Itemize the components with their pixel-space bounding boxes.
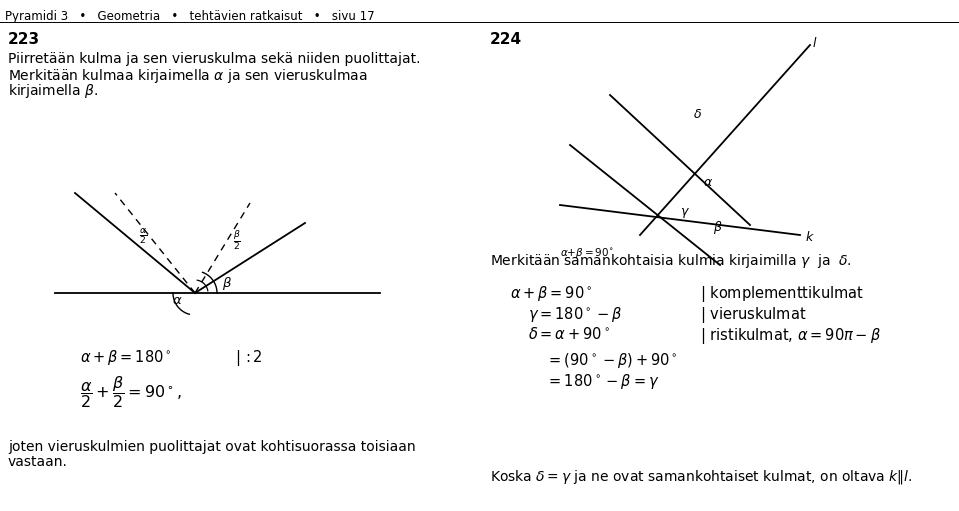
- Text: Piirretään kulma ja sen vieruskulma sekä niiden puolittajat.: Piirretään kulma ja sen vieruskulma sekä…: [8, 52, 420, 66]
- Text: $\delta = \alpha + 90^\circ$: $\delta = \alpha + 90^\circ$: [528, 326, 610, 342]
- Text: $\alpha$: $\alpha$: [172, 293, 182, 307]
- Text: $\frac{\beta}{2}$: $\frac{\beta}{2}$: [233, 228, 241, 252]
- Text: Merkitään samankohtaisia kulmia kirjaimilla $\gamma$  ja  $\delta$.: Merkitään samankohtaisia kulmia kirjaimi…: [490, 252, 852, 270]
- Text: 224: 224: [490, 32, 522, 47]
- Text: Merkitään kulmaa kirjaimella $\alpha$ ja sen vieruskulmaa: Merkitään kulmaa kirjaimella $\alpha$ ja…: [8, 67, 367, 85]
- Text: $\gamma = 180^\circ - \beta$: $\gamma = 180^\circ - \beta$: [528, 305, 622, 324]
- Text: kirjaimella $\beta$.: kirjaimella $\beta$.: [8, 82, 98, 100]
- Text: $l$: $l$: [812, 36, 817, 50]
- Text: $\alpha + \beta = 90^\circ$: $\alpha + \beta = 90^\circ$: [510, 284, 593, 303]
- Text: joten vieruskulmien puolittajat ovat kohtisuorassa toisiaan: joten vieruskulmien puolittajat ovat koh…: [8, 440, 415, 454]
- Text: $\alpha$: $\alpha$: [703, 176, 713, 190]
- Text: $= (90^\circ - \beta) + 90^\circ$: $= (90^\circ - \beta) + 90^\circ$: [546, 351, 678, 370]
- Text: $\delta$: $\delta$: [693, 108, 703, 122]
- Text: $= 180^\circ - \beta = \gamma$: $= 180^\circ - \beta = \gamma$: [546, 372, 660, 391]
- Text: 223: 223: [8, 32, 40, 47]
- Text: $k$: $k$: [805, 230, 814, 244]
- Text: Koska $\delta = \gamma$ ja ne ovat samankohtaiset kulmat, on oltava $k \| l$.: Koska $\delta = \gamma$ ja ne ovat saman…: [490, 468, 913, 486]
- Text: $\dfrac{\alpha}{2}+\dfrac{\beta}{2}=90^\circ,$: $\dfrac{\alpha}{2}+\dfrac{\beta}{2}=90^\…: [80, 374, 182, 410]
- Text: $\alpha + \beta = 180^\circ$: $\alpha + \beta = 180^\circ$: [80, 348, 172, 367]
- Text: $\gamma$: $\gamma$: [680, 206, 690, 220]
- Text: vastaan.: vastaan.: [8, 455, 68, 469]
- Text: $|$ ristikulmat, $\alpha = 90\pi - \beta$: $|$ ristikulmat, $\alpha = 90\pi - \beta…: [700, 326, 881, 346]
- Text: $|$ vieruskulmat: $|$ vieruskulmat: [700, 305, 807, 325]
- Text: $\frac{\alpha}{2}$: $\frac{\alpha}{2}$: [139, 226, 147, 246]
- Text: $|\,:2$: $|\,:2$: [235, 348, 263, 368]
- Text: $\alpha{+}\beta{=}90^{\circ}$: $\alpha{+}\beta{=}90^{\circ}$: [560, 246, 614, 260]
- Text: $\beta$: $\beta$: [222, 275, 232, 292]
- Text: $\beta$: $\beta$: [713, 219, 723, 236]
- Text: $|$ komplementtikulmat: $|$ komplementtikulmat: [700, 284, 864, 304]
- Text: Pyramidi 3   •   Geometria   •   tehtävien ratkaisut   •   sivu 17: Pyramidi 3 • Geometria • tehtävien ratka…: [5, 10, 375, 23]
